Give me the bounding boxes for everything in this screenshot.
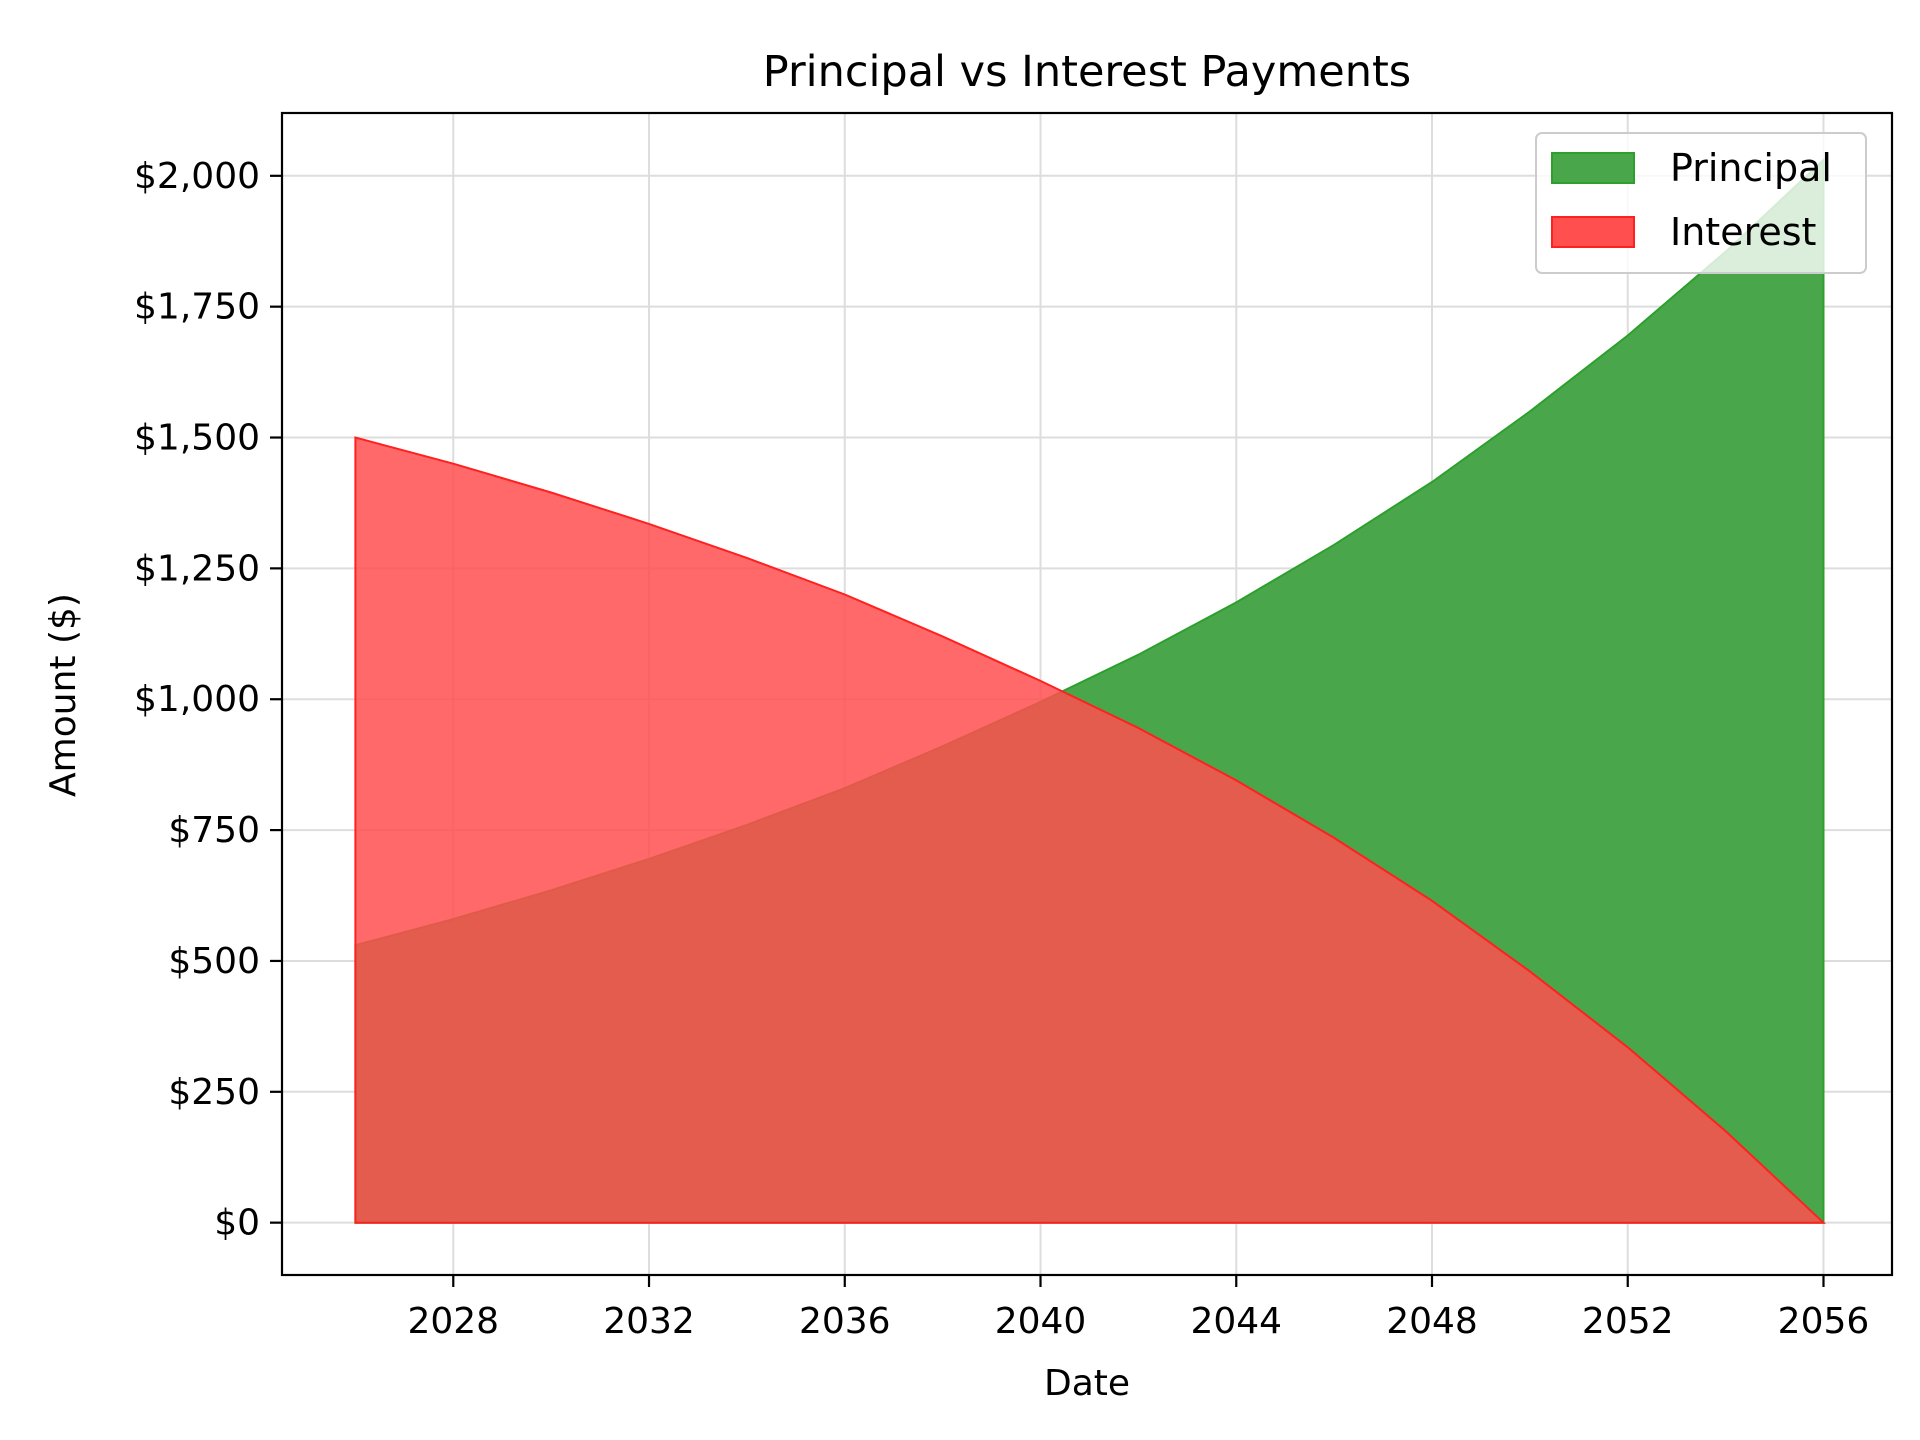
x-tick-label: 2056 xyxy=(1778,1301,1870,1342)
x-tick-label: 2040 xyxy=(995,1301,1087,1342)
x-tick-label: 2036 xyxy=(799,1301,891,1342)
y-tick-label: $1,000 xyxy=(134,679,260,720)
x-tick-label: 2048 xyxy=(1386,1301,1478,1342)
y-tick-label: $1,750 xyxy=(134,287,260,328)
y-axis-ticks: $0 $250 $500 $750 $1,000 $1,250 $1,500 $1,750 $2… xyxy=(134,156,282,1244)
x-axis-title: Date xyxy=(1044,1363,1130,1404)
legend-swatch-principal xyxy=(1551,152,1635,184)
y-axis-title: Amount ($) xyxy=(43,593,84,797)
legend: Principal Interest xyxy=(1535,132,1867,274)
y-tick-label: $2,000 xyxy=(134,156,260,197)
legend-swatch-interest xyxy=(1551,216,1635,248)
y-tick-label: $1,500 xyxy=(134,418,260,459)
legend-label-interest: Interest xyxy=(1670,210,1816,254)
y-tick-label: $250 xyxy=(168,1072,260,1113)
y-tick-label: $1,250 xyxy=(134,548,260,589)
y-tick-label: $0 xyxy=(214,1203,260,1244)
interest-area xyxy=(354,436,1827,1224)
plot-frame xyxy=(280,111,1894,1277)
x-tick-label: 2052 xyxy=(1582,1301,1674,1342)
y-tick-label: $750 xyxy=(168,810,260,851)
x-axis-ticks: 2028 2032 2036 2040 2044 2048 2052 2056 xyxy=(407,1275,1869,1342)
x-tick-label: 2028 xyxy=(407,1301,499,1342)
legend-label-principal: Principal xyxy=(1670,146,1832,190)
chart-title: Principal vs Interest Payments xyxy=(763,47,1411,97)
y-tick-label: $500 xyxy=(168,941,260,982)
x-tick-label: 2044 xyxy=(1190,1301,1282,1342)
x-tick-label: 2032 xyxy=(603,1301,695,1342)
